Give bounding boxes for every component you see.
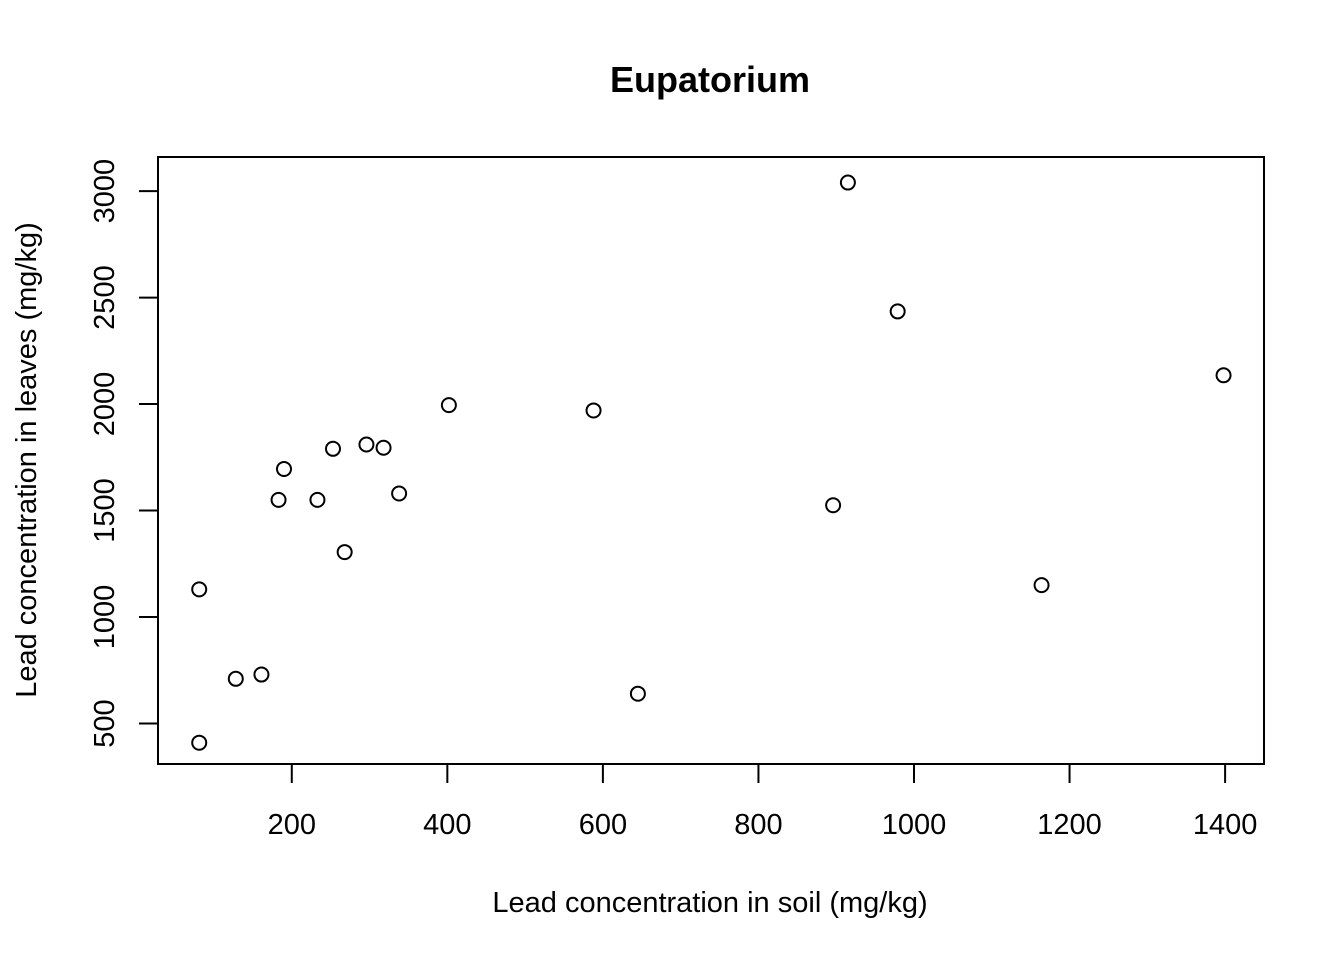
data-points bbox=[191, 174, 1232, 751]
y-tick-label: 500 bbox=[89, 699, 121, 747]
data-point bbox=[191, 734, 208, 751]
y-axis-label: Lead concentration in leaves (mg/kg) bbox=[11, 222, 43, 698]
data-point bbox=[375, 439, 392, 456]
y-axis: 500 1000 1500 2000 2500 3000 bbox=[89, 159, 159, 748]
data-point bbox=[325, 440, 341, 457]
y-tick-label: 1500 bbox=[89, 478, 121, 543]
data-point bbox=[391, 485, 408, 502]
x-tick-label: 1400 bbox=[1193, 809, 1258, 841]
data-point bbox=[440, 397, 457, 414]
y-tick-label: 2500 bbox=[89, 265, 121, 330]
x-tick-label: 800 bbox=[734, 809, 782, 841]
x-tick-label: 1000 bbox=[882, 809, 947, 841]
x-tick-label: 600 bbox=[579, 809, 627, 841]
y-tick-label: 3000 bbox=[89, 159, 121, 224]
data-point bbox=[358, 436, 375, 453]
plot-frame bbox=[157, 156, 1265, 765]
data-point bbox=[253, 666, 270, 683]
y-tick-label: 2000 bbox=[89, 372, 121, 437]
data-point bbox=[1033, 577, 1050, 594]
data-point bbox=[227, 670, 244, 687]
y-tick-label: 1000 bbox=[89, 585, 121, 650]
data-point bbox=[825, 497, 842, 514]
x-tick-label: 400 bbox=[423, 809, 471, 841]
x-tick-label: 1200 bbox=[1037, 809, 1102, 841]
data-point bbox=[191, 581, 208, 598]
data-point bbox=[839, 174, 856, 191]
x-axis-label: Lead concentration in soil (mg/kg) bbox=[492, 887, 927, 919]
data-point bbox=[1215, 367, 1232, 384]
data-point bbox=[585, 402, 602, 419]
data-point bbox=[309, 491, 326, 508]
chart-title: Eupatorium bbox=[610, 59, 810, 100]
data-point bbox=[889, 303, 906, 320]
data-point bbox=[276, 461, 292, 478]
data-point bbox=[629, 685, 646, 702]
data-point bbox=[270, 491, 287, 508]
x-tick-label: 200 bbox=[268, 809, 316, 841]
x-axis: 200 400 600 800 1000 1200 1400 bbox=[268, 763, 1258, 841]
data-point bbox=[336, 544, 353, 561]
